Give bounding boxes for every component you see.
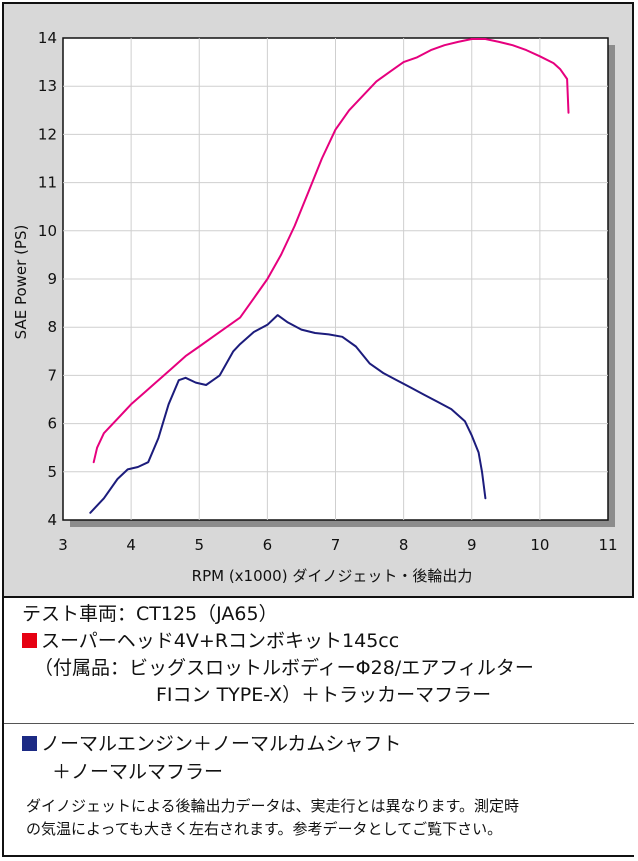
legend-lower: ノーマルエンジン＋ノーマルカムシャフト ＋ノーマルマフラー ダイノジェットによる… <box>4 724 634 855</box>
legend-item-1: スーパーヘッド4V+Rコンボキット145cc <box>22 629 399 653</box>
x-tick-label: 7 <box>331 536 341 554</box>
y-tick-label: 8 <box>47 318 57 336</box>
x-tick-label: 8 <box>399 536 409 554</box>
x-tick-label: 6 <box>263 536 273 554</box>
x-tick-label: 4 <box>126 536 136 554</box>
y-tick-label: 9 <box>47 270 57 288</box>
series-line-2 <box>89 314 487 514</box>
y-tick-label: 7 <box>47 366 57 384</box>
y-tick-label: 11 <box>38 174 57 192</box>
disclaimer-line-2: の気温によっても大きく左右されます。参考データとしてご覧下さい。 <box>26 820 503 838</box>
y-tick-label: 10 <box>38 222 57 240</box>
x-tick-label: 10 <box>530 536 549 554</box>
y-tick-label: 14 <box>38 29 57 47</box>
legend-item-1-label: スーパーヘッド4V+Rコンボキット145cc <box>41 630 400 652</box>
separator-top <box>4 596 634 598</box>
legend-item-1-line2: （付属品：ビッグスロットルボディーΦ28/エアフィルター <box>34 657 534 679</box>
series-line-1 <box>92 38 570 464</box>
legend-item-2-label: ノーマルエンジン＋ノーマルカムシャフト <box>41 733 402 755</box>
y-tick-label: 4 <box>47 511 57 529</box>
legend-upper: テスト車両：CT125（JA65） スーパーヘッド4V+Rコンボキット145cc… <box>4 598 634 723</box>
disclaimer-line-1: ダイノジェットによる後輪出力データは、実走行とは異なります。測定時 <box>26 797 520 815</box>
y-tick-label: 12 <box>38 125 57 143</box>
test-vehicle-title: テスト車両：CT125（JA65） <box>22 603 278 625</box>
y-tick-label: 6 <box>47 415 57 433</box>
x-axis-label: RPM (x1000) ダイノジェット・後輪出力 <box>192 567 473 585</box>
legend-item-1-line3: FIコン TYPE-X）＋トラッカーマフラー <box>156 684 492 706</box>
x-tick-label: 9 <box>467 536 477 554</box>
y-tick-label: 5 <box>47 463 57 481</box>
x-tick-label: 5 <box>194 536 204 554</box>
grid <box>63 38 608 520</box>
legend-item-2: ノーマルエンジン＋ノーマルカムシャフト <box>22 732 401 756</box>
separator-middle <box>4 723 634 724</box>
legend-swatch-blue <box>22 736 37 751</box>
legend-item-2-line2: ＋ノーマルマフラー <box>52 761 224 783</box>
y-axis-label: SAE Power (PS) <box>12 225 30 340</box>
x-tick-label: 11 <box>598 536 617 554</box>
x-tick-label: 3 <box>58 536 68 554</box>
series-lines <box>89 38 570 514</box>
legend-swatch-red <box>22 633 37 648</box>
y-tick-label: 13 <box>38 77 57 95</box>
